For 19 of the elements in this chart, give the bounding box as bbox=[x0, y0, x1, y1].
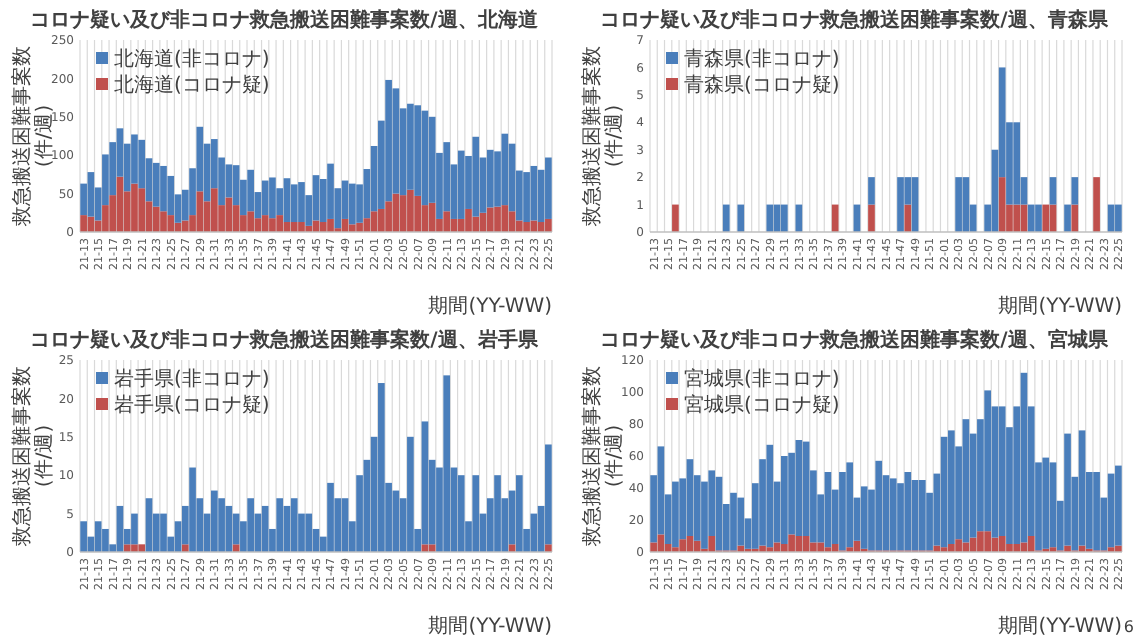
chart-title: コロナ疑い及び非コロナ救急搬送困難事案数/週、北海道 bbox=[30, 8, 540, 32]
legend-label: 岩手県(コロナ疑) bbox=[114, 393, 270, 417]
legend-label: 宮城県(コロナ疑) bbox=[684, 393, 840, 417]
legend-label: 青森県(非コロナ) bbox=[684, 47, 840, 71]
legend-label: 北海道(非コロナ) bbox=[114, 47, 270, 71]
x-axis-title: 期間(YY-WW) bbox=[428, 614, 553, 638]
y-axis-title: 救急搬送困難事案数(件/週) bbox=[580, 46, 626, 228]
legend-label: 北海道(コロナ疑) bbox=[114, 73, 270, 97]
legend-label: 青森県(コロナ疑) bbox=[684, 73, 840, 97]
legend-label: 岩手県(非コロナ) bbox=[114, 367, 270, 391]
legend-label: 宮城県(非コロナ) bbox=[684, 367, 840, 391]
text: 6 bbox=[1123, 618, 1134, 636]
x-axis-title: 期間(YY-WW) bbox=[428, 294, 553, 318]
x-axis-title: 期間(YY-WW) bbox=[998, 294, 1123, 318]
chart-title: コロナ疑い及び非コロナ救急搬送困難事案数/週、青森県 bbox=[600, 8, 1110, 32]
chart-title: コロナ疑い及び非コロナ救急搬送困難事案数/週、岩手県 bbox=[30, 328, 540, 352]
chart-title: コロナ疑い及び非コロナ救急搬送困難事案数/週、宮城県 bbox=[600, 328, 1110, 352]
x-axis-title: 期間(YY-WW) bbox=[998, 614, 1123, 638]
y-axis-title: 救急搬送困難事案数(件/週) bbox=[10, 366, 56, 548]
